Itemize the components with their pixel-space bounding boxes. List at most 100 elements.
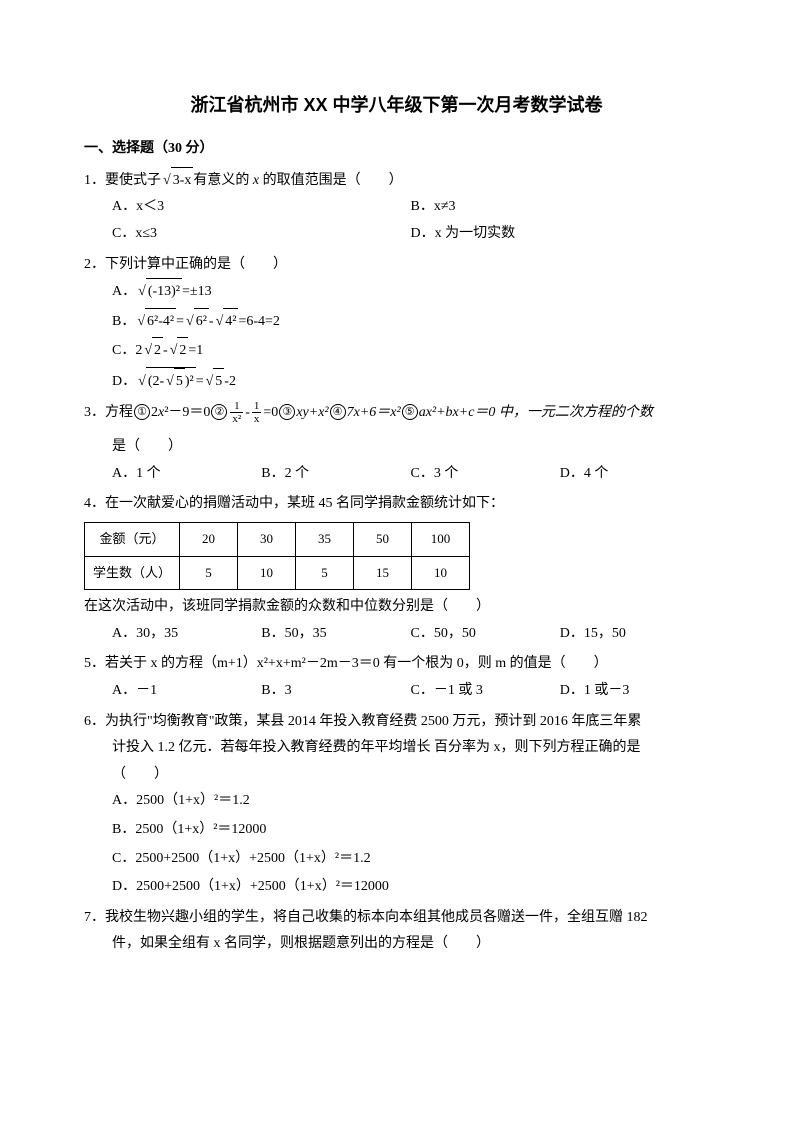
q2c-b1: 2	[152, 337, 163, 365]
q4-text2: 在这次活动中，该班同学捐款金额的众数和中位数分别是（ ）	[84, 594, 709, 621]
table-cell: 金额（元）	[85, 522, 180, 556]
q3-optC: C．3 个	[411, 461, 560, 488]
q2-options: A．(-13)²=±13 B．6²-4²=6²-4²=6-4=2 C．22-2=…	[84, 278, 709, 395]
q1-optC: C．x≤3	[112, 221, 411, 248]
sqrt-icon: 5	[204, 368, 225, 396]
q6-optA: A．2500（1+x）²＝1.2	[112, 788, 709, 815]
q3-optA: A．1 个	[112, 461, 261, 488]
table-cell: 50	[354, 522, 412, 556]
table-cell: 35	[296, 522, 354, 556]
table-cell: 100	[412, 522, 470, 556]
q2b-b3: 4²	[223, 308, 238, 336]
table-row: 学生数（人） 5 10 5 15 10	[85, 556, 470, 590]
q6-text3: （ ）	[84, 762, 709, 789]
q4-table: 金额（元） 20 30 35 50 100 学生数（人） 5 10 5 15 1…	[84, 522, 470, 590]
q3-f2n: 1	[252, 400, 262, 413]
q6-optC: C．2500+2500（1+x）+2500（1+x）²＝1.2	[112, 846, 709, 873]
fraction-icon: 1x	[252, 400, 262, 425]
table-cell: 30	[238, 522, 296, 556]
q6-optD: D．2500+2500（1+x）+2500（1+x）²＝12000	[112, 874, 709, 901]
q2b-b1: 6²-4²	[145, 308, 176, 336]
q4-options: A．30，35 B．50，35 C．50，50 D．15，50	[84, 621, 709, 648]
q1-text: 1．要使式子3-x有意义的 x 的取值范围是（ ）	[84, 167, 709, 195]
q2c-post: =1	[188, 343, 203, 358]
table-cell: 5	[296, 556, 354, 590]
q5-optB: B．3	[261, 678, 410, 705]
q1-options: A．x＜3 B．x≠3	[84, 194, 709, 221]
table-cell: 10	[238, 556, 296, 590]
q2a-body: (-13)²	[146, 278, 182, 306]
q2d-eq: =	[196, 374, 204, 389]
q3-f1n: 1	[230, 400, 243, 413]
table-cell: 15	[354, 556, 412, 590]
q2b-b2: 6²	[194, 308, 209, 336]
table-cell: 20	[180, 522, 238, 556]
q4-optA: A．30，35	[112, 621, 261, 648]
sqrt-icon: 2	[142, 337, 163, 365]
circle-3-icon: ③	[279, 404, 295, 420]
question-1: 1．要使式子3-x有意义的 x 的取值范围是（ ） A．x＜3 B．x≠3 C．…	[84, 167, 709, 248]
question-2: 2．下列计算中正确的是（ ） A．(-13)²=±13 B．6²-4²=6²-4…	[84, 252, 709, 396]
q3-minus: -	[245, 405, 250, 420]
q5-options: A．－1 B．3 C．－1 或 3 D．1 或－3	[84, 678, 709, 705]
q3-eq4: 7x+6＝x²	[347, 405, 401, 420]
table-cell: 学生数（人）	[85, 556, 180, 590]
section-1-header: 一、选择题（30 分）	[84, 136, 709, 163]
q1-optD: D．x 为一切实数	[411, 221, 710, 248]
q2d-outer: (2-5)²	[146, 367, 196, 396]
q1-post: 有意义的	[193, 173, 249, 188]
sqrt-icon: 2	[168, 337, 189, 365]
sqrt-icon: (2-5)²	[136, 367, 196, 396]
sqrt-icon: 6²	[184, 308, 209, 336]
exam-title: 浙江省杭州市 XX 中学八年级下第一次月考数学试卷	[84, 88, 709, 122]
q1-options-2: C．x≤3 D．x 为一切实数	[84, 221, 709, 248]
question-4: 4．在一次献爱心的捐赠活动中，某班 45 名同学捐款金额统计如下： 金额（元） …	[84, 491, 709, 647]
q3-eq5: ax²+bx+c＝0 中，一元二次方程的个数	[419, 405, 653, 420]
q1-optA: A．x＜3	[112, 194, 411, 221]
table-cell: 5	[180, 556, 238, 590]
q2d-pre: D．	[112, 374, 136, 389]
q2-optA: A． (-13)²=±13	[112, 278, 709, 306]
q2c-b2: 2	[177, 337, 188, 365]
q4-optB: B．50，35	[261, 621, 410, 648]
q5-optA: A．－1	[112, 678, 261, 705]
q3-optB: B．2 个	[261, 461, 410, 488]
q3-pre: 3．方程	[84, 405, 133, 420]
q1-sqrt: 3-x	[171, 167, 194, 195]
q3-eq2: =0	[263, 405, 278, 420]
question-7: 7．我校生物兴趣小组的学生，将自己收集的标本向本组其他成员各赠送一件，全组互赠 …	[84, 905, 709, 958]
q2b-post: =6-4=2	[238, 314, 279, 329]
q7-text2: 件，如果全组有 x 名同学，则根据题意列出的方程是（ ）	[84, 931, 709, 958]
q2a-post: =±13	[182, 284, 212, 299]
q4-optC: C．50，50	[411, 621, 560, 648]
q6-options: A．2500（1+x）²＝1.2 B．2500（1+x）²＝12000 C．25…	[84, 788, 709, 900]
q3-eq3: xy+x²	[296, 405, 328, 420]
circle-1-icon: ①	[134, 404, 150, 420]
q6-text2: 计投入 1.2 亿元．若每年投入教育经费的年平均增长 百分率为 x，则下列方程正…	[84, 735, 709, 762]
q5-text: 5．若关于 x 的方程（m+1）x²+x+m²－2m－3＝0 有一个根为 0，则…	[84, 651, 709, 678]
question-3: 3．方程①2x²－9＝0②1x²-1x=0③xy+x²④7x+6＝x²⑤ax²+…	[84, 400, 709, 488]
q2d-i1: (2-	[148, 374, 164, 389]
q2-optC: C．22-2=1	[112, 337, 709, 365]
question-5: 5．若关于 x 的方程（m+1）x²+x+m²－2m－3＝0 有一个根为 0，则…	[84, 651, 709, 704]
q3-f1d: x²	[230, 413, 243, 425]
sqrt-icon: 3-x	[161, 167, 193, 195]
question-6: 6．为执行"均衡教育"政策，某县 2014 年投入教育经费 2500 万元，预计…	[84, 709, 709, 901]
q3-text: 3．方程①2x²－9＝0②1x²-1x=0③xy+x²④7x+6＝x²⑤ax²+…	[84, 400, 709, 427]
q2-optD: D．(2-5)²=5-2	[112, 367, 709, 396]
circle-2-icon: ②	[211, 404, 227, 420]
fraction-icon: 1x²	[230, 400, 243, 425]
q3-optD: D．4 个	[560, 461, 709, 488]
q2-text: 2．下列计算中正确的是（ ）	[84, 252, 709, 279]
q3-eq1b: ²－9＝0	[164, 405, 210, 420]
q3-line2: 是（ ）	[84, 434, 709, 461]
q7-text1: 7．我校生物兴趣小组的学生，将自己收集的标本向本组其他成员各赠送一件，全组互赠 …	[84, 905, 709, 932]
q2a-pre: A．	[112, 284, 136, 299]
q5-optC: C．－1 或 3	[411, 678, 560, 705]
sqrt-icon: (-13)²	[136, 278, 182, 306]
q2d-post: -2	[224, 374, 236, 389]
circle-5-icon: ⑤	[402, 404, 418, 420]
q1-end: 的取值范围是（ ）	[259, 173, 403, 188]
sqrt-icon: 5	[164, 368, 185, 396]
q2c-pre: C．2	[112, 343, 142, 358]
